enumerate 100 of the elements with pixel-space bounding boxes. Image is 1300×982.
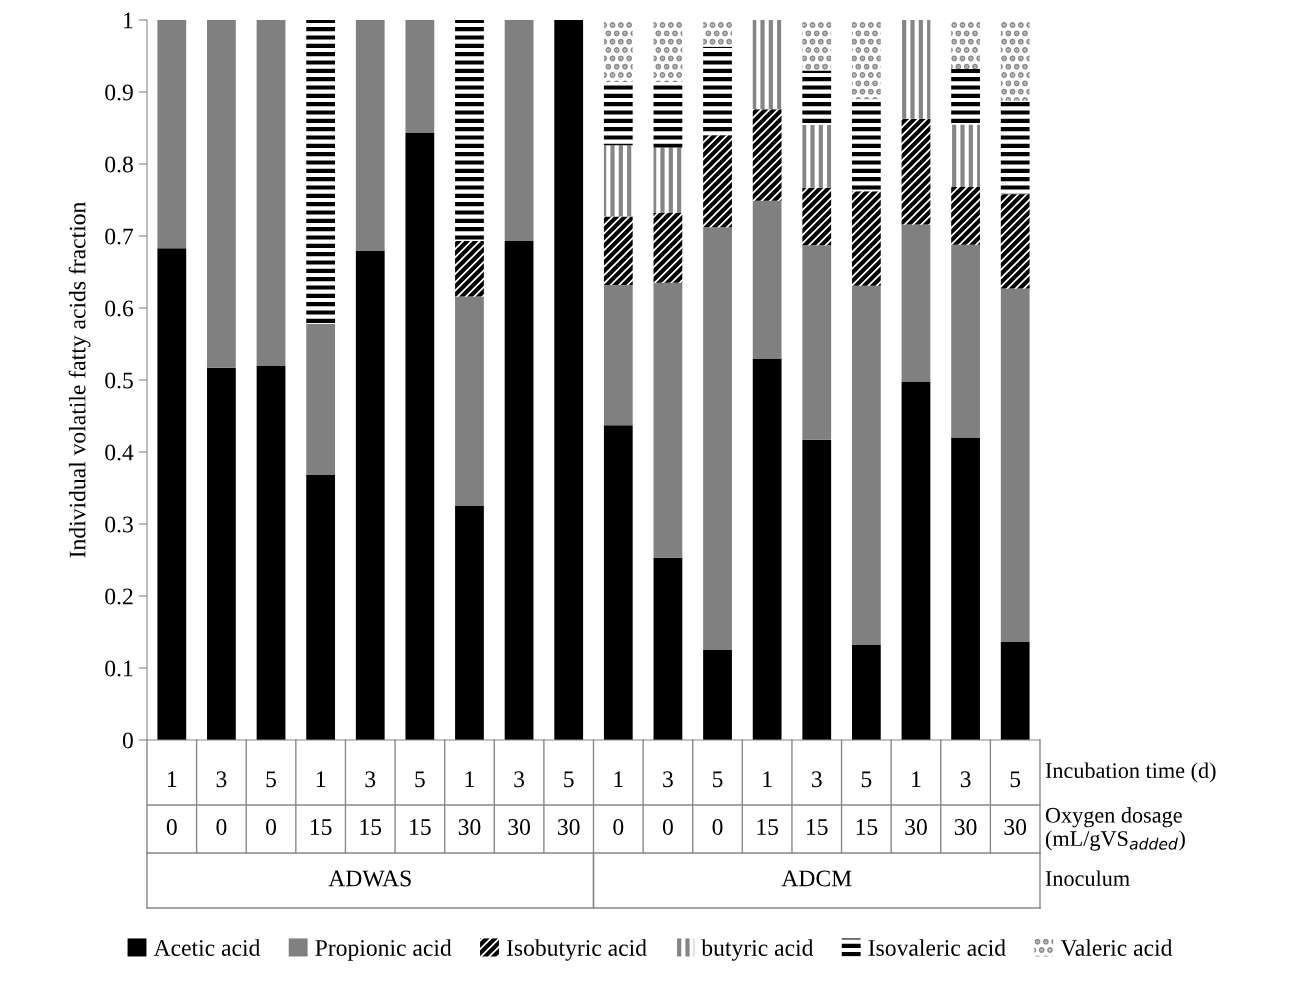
x-tick-label: 3: [216, 771, 227, 788]
bar: [851, 644, 881, 740]
bar: [207, 20, 236, 368]
bar: [455, 20, 484, 242]
bar: [951, 68, 980, 125]
bar: [603, 20, 633, 82]
x-tick-label: 3: [365, 771, 376, 788]
bar: [802, 20, 832, 71]
bar: [802, 187, 832, 246]
bar: [653, 282, 683, 558]
bar: [256, 20, 286, 366]
bar: [802, 125, 832, 188]
text: 0: [266, 818, 277, 835]
bar: [157, 20, 187, 249]
y-tick-label: 1: [124, 12, 133, 29]
bar: [504, 241, 534, 740]
y-tick-label: 0.1: [105, 660, 133, 677]
bar: [1000, 288, 1030, 643]
bar: [653, 212, 683, 283]
x-tick-label: 5: [713, 771, 723, 788]
bar: [802, 245, 832, 440]
text: 0: [662, 818, 673, 835]
bar: [1000, 20, 1030, 101]
x-tick-label: 1: [763, 771, 772, 787]
y-axis-title: Individual volatile fatty acids fraction: [68, 202, 91, 558]
x-tick-label: 3: [663, 771, 673, 788]
bar: [1000, 100, 1030, 195]
bar: [306, 475, 336, 740]
bar: [901, 118, 931, 225]
bar: [455, 506, 484, 740]
x-tick-label: 1: [614, 771, 623, 787]
y-tick-label: 0.3: [105, 516, 133, 533]
bar: [752, 358, 782, 740]
bar: [405, 20, 435, 134]
bar: [752, 109, 782, 201]
x-tick-label: 5: [1010, 771, 1021, 788]
bar: [951, 244, 980, 438]
x-tick-label: 1: [316, 771, 326, 787]
y-tick-label: 0.6: [105, 300, 134, 317]
x-tick-label: 3: [514, 771, 525, 788]
bar: [1000, 194, 1030, 289]
bar: [1000, 642, 1030, 740]
legend-label: butyric acid: [701, 939, 814, 961]
y-tick-label: 0.5: [105, 372, 133, 389]
text: 15: [856, 819, 878, 835]
text: 15: [807, 819, 828, 835]
y-tick-label: 0.4: [105, 444, 134, 461]
bar: [157, 248, 187, 740]
y-tick-label: 0.9: [105, 84, 133, 101]
x-tick-label: 5: [861, 771, 872, 788]
text: 15: [310, 819, 332, 835]
legend-label: Isovaleric acid: [868, 939, 1006, 956]
bar: [603, 284, 633, 426]
x-tick-label: 3: [811, 771, 822, 788]
legend-label: Acetic acid: [153, 939, 261, 956]
y-tick-label: 0: [122, 732, 133, 749]
bar: [752, 200, 782, 359]
bar: [207, 367, 236, 740]
y-tick-label: 0.2: [105, 588, 133, 605]
bar: [603, 145, 633, 217]
text: Oxygen dosage (mL/gVS$_{added}$): [1045, 807, 1185, 851]
bar: [653, 557, 683, 740]
text: 15: [410, 819, 431, 835]
text: Inoculum: [1045, 870, 1130, 887]
x-tick-label: 1: [912, 771, 921, 787]
bar: [951, 187, 980, 245]
bar: [851, 99, 881, 192]
text: 0: [712, 818, 723, 835]
y-tick-label: 0.8: [105, 156, 133, 173]
bar: [951, 437, 980, 740]
x-tick-label: 1: [167, 771, 177, 787]
x-tick-label: 3: [960, 771, 971, 788]
text: 0: [613, 818, 624, 835]
bar: [256, 365, 286, 740]
bar: [703, 46, 732, 136]
bar: [703, 227, 732, 650]
x-tick-label: 5: [266, 771, 277, 788]
bar: [703, 135, 732, 228]
bar: [306, 323, 336, 476]
text: Incubation time (d): [1045, 762, 1216, 783]
bar: [653, 147, 683, 213]
y-tick-label: 0.7: [105, 228, 134, 245]
bar: [752, 20, 782, 110]
text: 30: [1004, 818, 1027, 835]
bar: [703, 20, 732, 47]
bar: [802, 70, 832, 126]
bar: [802, 439, 832, 740]
x-tick-label: 5: [564, 771, 574, 788]
text: 30: [954, 818, 977, 835]
text: 30: [458, 818, 481, 835]
x-tick-label: 5: [415, 771, 425, 788]
bar: [355, 250, 385, 740]
bar: [901, 224, 931, 382]
text: 30: [558, 818, 580, 835]
bar: [851, 20, 881, 100]
bar: [504, 20, 534, 242]
x-tick-label: 1: [465, 771, 474, 787]
legend-label: Valeric acid: [1060, 939, 1173, 957]
text: ADCM: [781, 870, 852, 887]
bar: [306, 20, 336, 324]
